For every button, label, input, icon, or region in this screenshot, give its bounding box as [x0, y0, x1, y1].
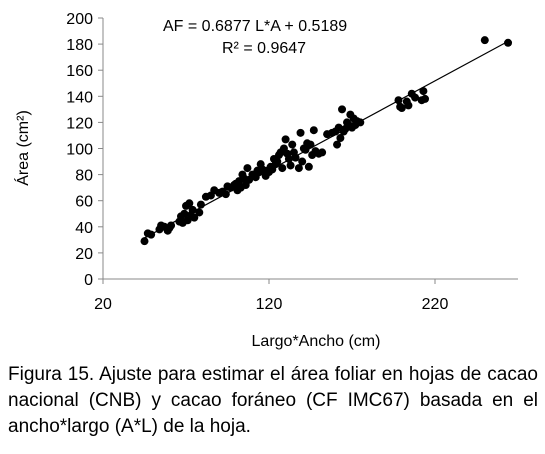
data-point	[221, 190, 230, 199]
data-point	[421, 94, 430, 103]
data-point	[195, 208, 204, 217]
y-tick-label: 180	[66, 37, 93, 54]
data-point	[411, 93, 420, 102]
y-axis-title: Área (cm²)	[13, 110, 32, 186]
y-tick-label: 0	[84, 272, 93, 289]
data-point	[196, 200, 205, 209]
trendline-equation: AF = 0.6877 L*A + 0.5189	[163, 18, 347, 35]
figure-caption: Figura 15. Ajuste para estimar el área f…	[8, 364, 538, 437]
trendline	[144, 40, 509, 239]
y-tick-label: 140	[66, 89, 93, 106]
y-tick-label: 60	[75, 194, 93, 211]
data-point	[167, 221, 176, 230]
data-point	[301, 145, 310, 154]
data-point	[338, 105, 347, 114]
data-point	[336, 134, 345, 143]
data-point	[309, 126, 318, 135]
trendline-group	[144, 40, 509, 239]
data-point	[397, 104, 406, 113]
y-tick-label: 120	[66, 115, 93, 132]
y-tick-label: 100	[66, 142, 93, 159]
data-point	[188, 205, 197, 214]
data-point	[288, 140, 297, 149]
y-tick-label: 40	[75, 220, 93, 237]
x-tick-label: 220	[422, 296, 449, 313]
data-point	[298, 157, 307, 166]
data-point	[291, 153, 300, 162]
data-point	[243, 164, 252, 173]
y-tick-label: 20	[75, 246, 93, 263]
axes	[98, 17, 518, 284]
data-point	[273, 157, 282, 166]
x-axis-title: Largo*Ancho (cm)	[252, 333, 381, 350]
data-point	[356, 118, 365, 127]
data-point	[286, 161, 295, 170]
y-tick-label: 160	[66, 63, 93, 80]
data-point	[306, 140, 315, 149]
y-tick-label: 80	[75, 168, 93, 185]
data-point	[278, 164, 287, 173]
data-point	[281, 135, 290, 144]
data-points	[140, 36, 513, 246]
data-point	[419, 87, 428, 96]
data-point	[304, 162, 313, 171]
data-point	[185, 199, 194, 208]
data-point	[333, 140, 342, 149]
data-point	[318, 148, 327, 157]
data-point	[180, 209, 189, 218]
r-squared-label: R² = 0.9647	[222, 40, 306, 57]
y-tick-label: 200	[66, 11, 93, 28]
data-point	[294, 164, 303, 173]
data-point	[480, 36, 489, 45]
data-point	[504, 38, 513, 47]
data-point	[296, 128, 305, 137]
data-point	[404, 101, 413, 110]
data-point	[190, 213, 199, 222]
data-point	[140, 237, 149, 246]
data-point	[147, 230, 156, 239]
x-tick-label: 120	[256, 296, 283, 313]
x-tick-label: 20	[94, 296, 112, 313]
data-point	[284, 154, 293, 163]
data-point	[394, 96, 403, 105]
